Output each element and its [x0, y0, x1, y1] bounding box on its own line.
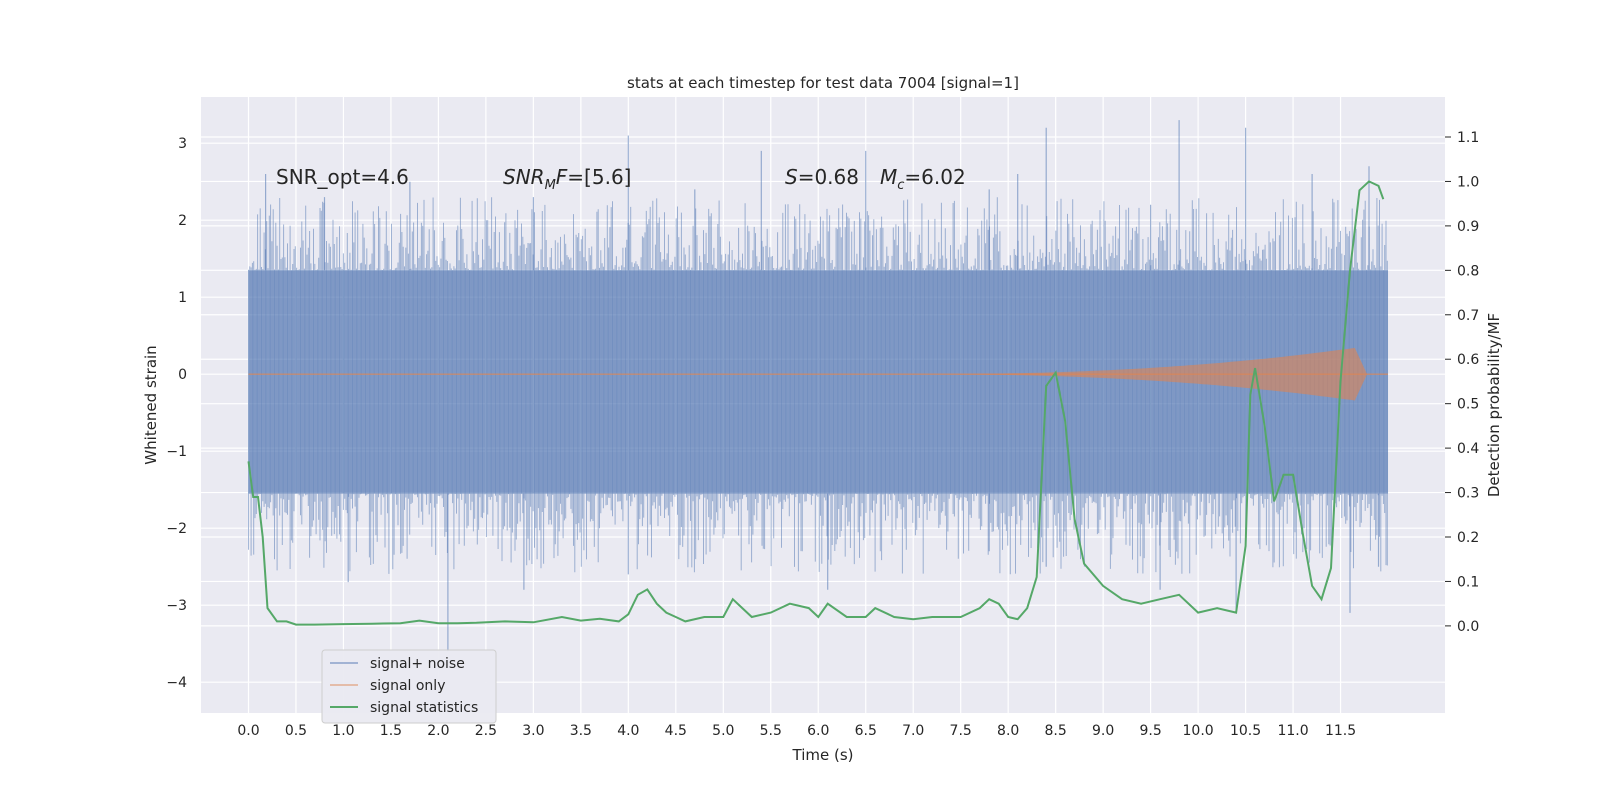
x-tick-label: 10.0: [1183, 723, 1214, 739]
annotation-snr-mf-value: =[5.6]: [567, 165, 631, 189]
legend-label-signal-only: signal only: [370, 678, 445, 694]
x-tick-label: 6.0: [807, 723, 829, 739]
x-tick-label: 7.0: [902, 723, 924, 739]
right-y-tick-label: 0.8: [1457, 263, 1479, 279]
signal-statistics-line: [247, 180, 1385, 626]
left-y-tick-label: −1: [166, 444, 187, 460]
x-tick-label: 2.0: [427, 723, 449, 739]
x-axis-label: Time (s): [792, 746, 854, 764]
x-tick-label: 9.0: [1092, 723, 1114, 739]
x-tick-label: 5.0: [712, 723, 734, 739]
right-y-tick-label: 0.6: [1457, 352, 1479, 368]
right-y-tick-labels: 1.1 1.0 0.9 0.8 0.7 0.6 0.5 0.4 0.3 0.2 0.1 0.0: [1445, 130, 1479, 635]
right-y-tick-label: 0.5: [1457, 397, 1479, 413]
noise-spikes: [265, 120, 1380, 652]
right-y-tick-label: 0.7: [1457, 308, 1479, 324]
x-tick-label: 6.5: [855, 723, 877, 739]
chart-title: stats at each timestep for test data 700…: [627, 74, 1019, 92]
legend: signal+ noise signal only signal statist…: [321, 649, 497, 724]
right-y-tick-label: 0.4: [1457, 441, 1479, 457]
legend-label-signal-noise: signal+ noise: [370, 656, 465, 672]
left-y-tick-label: −3: [166, 598, 187, 614]
x-tick-label: 1.5: [380, 723, 402, 739]
left-y-tick-label: −4: [166, 675, 187, 691]
signal-only-series: [248, 347, 1389, 401]
left-y-tick-label: 2: [178, 213, 187, 229]
right-y-tick-label: 0.3: [1457, 486, 1479, 502]
x-tick-label: 2.5: [475, 723, 497, 739]
x-tick-label: 3.0: [522, 723, 544, 739]
left-y-tick-label: 1: [178, 290, 187, 306]
x-tick-label: 8.5: [1045, 723, 1067, 739]
right-y-tick-label: 0.1: [1457, 574, 1479, 590]
signal-statistics-series: [247, 180, 1385, 626]
x-tick-label: 11.0: [1277, 723, 1308, 739]
annotation-snr-opt: SNR_opt=4.6: [276, 165, 409, 189]
annotation-spin-value: =0.68: [798, 165, 859, 189]
annotation-chirp-mass: Mc=6.02: [880, 165, 966, 193]
right-y-tick-label: 0.2: [1457, 530, 1479, 546]
x-tick-label: 4.5: [665, 723, 687, 739]
legend-box: [321, 649, 497, 724]
x-tick-labels: 0.0 0.5 1.0 1.5 2.0 2.5 3.0 3.5 4.0 4.5 5.0 5.5 6.0 6…: [237, 723, 1356, 739]
annotation-chirp-mass-value: =6.02: [904, 165, 965, 189]
right-y-tick-label: 0.9: [1457, 219, 1479, 235]
legend-label-signal-statistics: signal statistics: [370, 700, 478, 716]
x-tick-label: 3.5: [570, 723, 592, 739]
x-tick-label: 10.5: [1230, 723, 1261, 739]
right-y-axis-label: Detection probability/MF: [1485, 313, 1503, 497]
left-y-tick-label: 0: [178, 367, 187, 383]
right-y-tick-label: 1.0: [1457, 174, 1479, 190]
left-y-axis-label: Whitened strain: [142, 345, 160, 464]
x-tick-label: 11.5: [1325, 723, 1356, 739]
right-y-tick-label: 1.1: [1457, 130, 1479, 146]
x-tick-label: 0.5: [285, 723, 307, 739]
left-y-tick-label: −2: [166, 521, 187, 537]
x-tick-label: 0.0: [237, 723, 259, 739]
left-y-tick-label: 3: [178, 136, 187, 152]
x-tick-label: 8.0: [997, 723, 1019, 739]
annotation-spin: S=0.68: [785, 165, 859, 189]
x-tick-label: 4.0: [617, 723, 639, 739]
x-tick-label: 7.5: [950, 723, 972, 739]
left-y-tick-labels: 3 2 1 0 −1 −2 −3 −4: [166, 136, 187, 691]
x-tick-label: 1.0: [332, 723, 354, 739]
x-tick-label: 9.5: [1139, 723, 1161, 739]
right-y-tick-label: 0.0: [1457, 619, 1479, 635]
x-tick-label: 5.5: [760, 723, 782, 739]
annotation-snr-mf: SNRMF=[5.6]: [503, 165, 631, 193]
signal-only-chirp: [913, 347, 1368, 401]
